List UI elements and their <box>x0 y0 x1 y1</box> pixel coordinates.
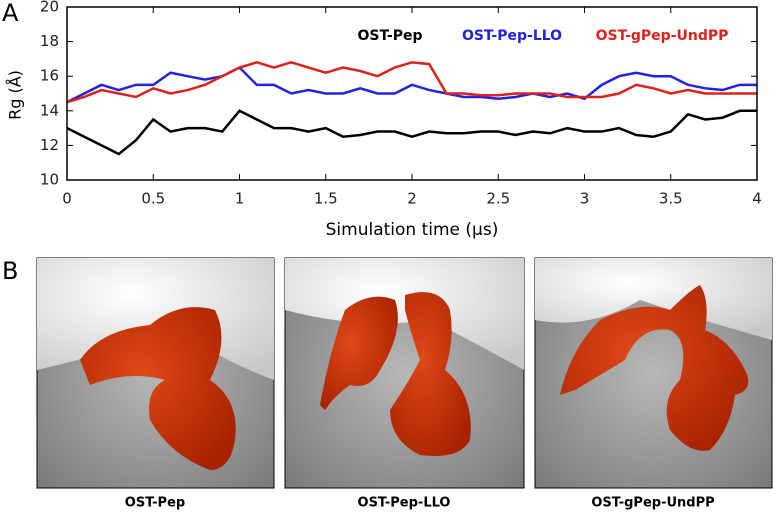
x-tick-label: 2 <box>407 190 417 208</box>
x-tick-label: 3.5 <box>659 190 683 208</box>
legend-entry: OST-Pep <box>357 28 422 44</box>
panel-label: B <box>2 257 18 285</box>
structure-label: OST-Pep <box>125 496 185 511</box>
x-tick-label: 0 <box>62 190 72 208</box>
x-tick-label: 2.5 <box>486 190 510 208</box>
panel-label: A <box>2 0 19 27</box>
x-axis-label: Simulation time (µs) <box>326 220 499 240</box>
y-axis-label: Rg (Å) <box>6 70 25 120</box>
series-line <box>66 61 757 104</box>
series-line <box>66 109 757 156</box>
structure-panel <box>36 257 773 489</box>
x-tick-label: 1 <box>235 190 245 208</box>
y-tick-label: 10 <box>40 171 59 189</box>
x-tick-label: 0.5 <box>141 190 165 208</box>
structure-label: OST-Pep-LLO <box>358 496 451 511</box>
structure-label: OST-gPep-UndPP <box>591 496 714 511</box>
y-tick-label: 14 <box>40 101 59 119</box>
y-tick-label: 20 <box>40 0 59 16</box>
x-tick-label: 1.5 <box>314 190 338 208</box>
x-tick-label: 3 <box>580 190 590 208</box>
plot-frame <box>66 6 758 181</box>
series-line <box>66 66 757 104</box>
y-tick-label: 18 <box>40 32 59 50</box>
x-tick-label: 4 <box>752 190 762 208</box>
legend-entry: OST-Pep-LLO <box>462 28 562 44</box>
y-tick-label: 16 <box>40 67 59 85</box>
y-tick-label: 12 <box>40 136 59 154</box>
legend-entry: OST-gPep-UndPP <box>596 28 729 44</box>
